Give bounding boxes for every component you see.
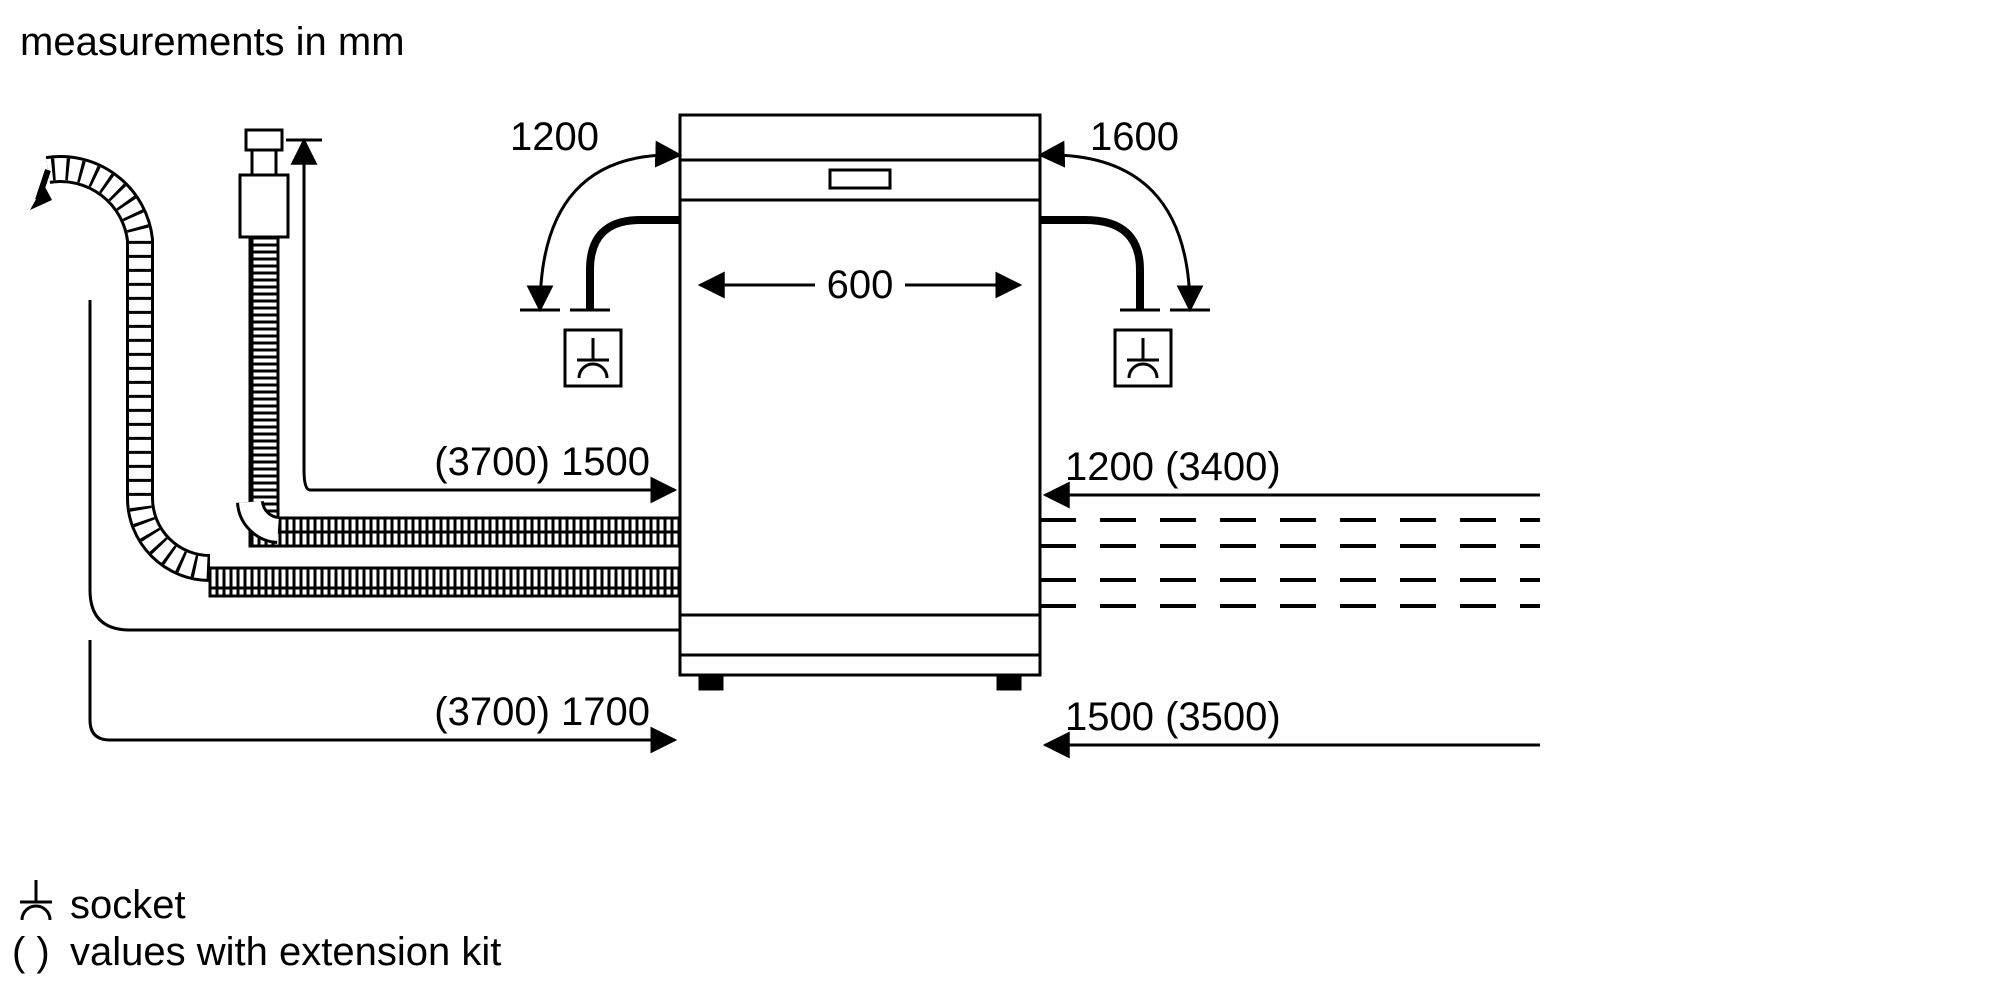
dim-cable-right-label: 1600 <box>1090 115 1179 159</box>
header-title: measurements in mm <box>20 20 405 64</box>
dim-inlet-right-label: 1200 (3400) <box>1065 445 1281 489</box>
socket-right <box>1115 330 1171 386</box>
appliance <box>680 115 1040 689</box>
dim-width-label: 600 <box>827 263 894 307</box>
dim-cable-left-label: 1200 <box>510 115 599 159</box>
legend-parens: ( ) <box>12 930 50 974</box>
power-cable-right <box>1040 155 1210 310</box>
socket-left <box>565 330 621 386</box>
legend-socket-label: socket <box>70 883 186 927</box>
dim-inlet-left-label: (3700) 1500 <box>434 440 650 484</box>
hose-extent-right <box>1040 520 1540 606</box>
dim-drain-left-label: (3700) 1700 <box>434 690 650 734</box>
power-cable-left <box>520 155 680 310</box>
legend-socket-icon <box>20 880 52 920</box>
legend-extension-label: values with extension kit <box>70 930 501 974</box>
installation-diagram: measurements in mm 600 1200 <box>0 0 2000 1000</box>
dim-drain-right-label: 1500 (3500) <box>1065 695 1281 739</box>
